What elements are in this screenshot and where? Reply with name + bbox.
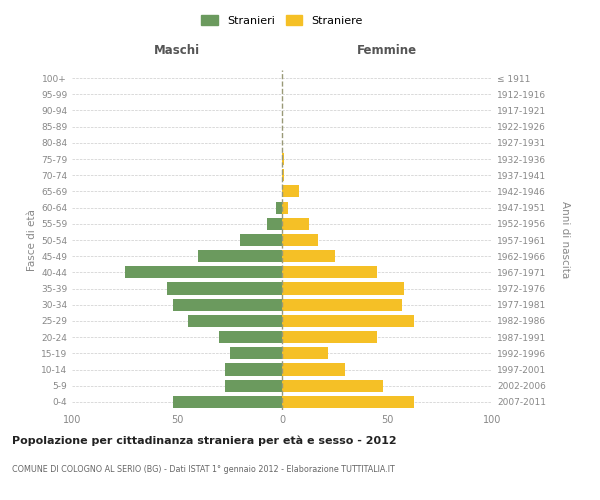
Bar — [167, 282, 282, 294]
Bar — [187, 315, 282, 327]
Bar — [282, 266, 377, 278]
Bar — [282, 298, 402, 311]
Bar — [282, 282, 404, 294]
Bar — [198, 250, 282, 262]
Text: Femmine: Femmine — [357, 44, 417, 57]
Bar — [282, 380, 383, 392]
Text: COMUNE DI COLOGNO AL SERIO (BG) - Dati ISTAT 1° gennaio 2012 - Elaborazione TUTT: COMUNE DI COLOGNO AL SERIO (BG) - Dati I… — [12, 465, 395, 474]
Bar — [282, 315, 414, 327]
Bar — [276, 202, 282, 213]
Bar — [173, 298, 282, 311]
Bar — [282, 169, 284, 181]
Bar — [240, 234, 282, 246]
Bar — [229, 348, 282, 360]
Bar — [282, 186, 299, 198]
Bar — [125, 266, 282, 278]
Bar — [282, 202, 289, 213]
Bar — [282, 396, 414, 408]
Text: Popolazione per cittadinanza straniera per età e sesso - 2012: Popolazione per cittadinanza straniera p… — [12, 435, 397, 446]
Text: Maschi: Maschi — [154, 44, 200, 57]
Bar — [226, 364, 282, 376]
Bar — [282, 364, 345, 376]
Bar — [282, 153, 284, 165]
Y-axis label: Anni di nascita: Anni di nascita — [560, 202, 570, 278]
Bar — [282, 234, 318, 246]
Y-axis label: Fasce di età: Fasce di età — [27, 209, 37, 271]
Bar — [226, 380, 282, 392]
Bar — [268, 218, 282, 230]
Bar — [282, 348, 328, 360]
Bar — [282, 218, 310, 230]
Bar — [282, 250, 335, 262]
Bar — [173, 396, 282, 408]
Legend: Stranieri, Straniere: Stranieri, Straniere — [197, 10, 367, 30]
Bar — [219, 331, 282, 343]
Bar — [282, 331, 377, 343]
